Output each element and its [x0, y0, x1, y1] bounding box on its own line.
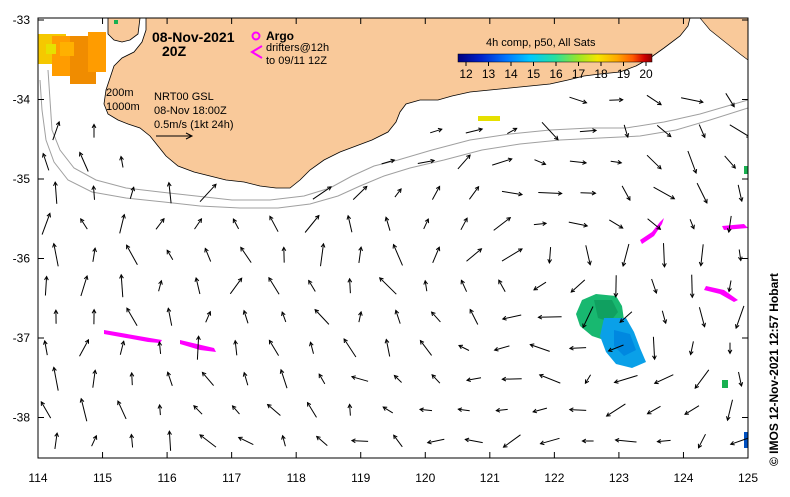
drifters-label: drifters@12h: [266, 42, 329, 54]
x-tick-label: 118: [287, 471, 306, 485]
colorbar-tick-label: 15: [527, 67, 541, 81]
x-tick-label: 123: [609, 471, 629, 485]
colorbar-tick-label: 13: [482, 67, 496, 81]
product-name: NRT00 GSL: [154, 91, 214, 103]
isobath-1000m-label: 1000m: [106, 101, 140, 113]
x-tick-label: 125: [738, 471, 758, 485]
x-tick-label: 124: [673, 471, 693, 485]
x-tick-label: 119: [351, 471, 370, 485]
y-tick-label: -36: [13, 252, 31, 266]
y-axis: -33 -34 -35 -36 -37 -38: [13, 13, 748, 425]
colorbar-tick-label: 14: [504, 67, 518, 81]
y-tick-label: -35: [13, 172, 31, 186]
sst-speck: [744, 166, 748, 174]
colorbar-tick-label: 18: [594, 67, 608, 81]
sst-speck: [722, 380, 728, 388]
argo-label: Argo: [266, 29, 294, 43]
y-tick-label: -34: [13, 93, 31, 107]
date-title: 08-Nov-2021: [152, 29, 235, 45]
colorbar-tick-label: 20: [639, 67, 653, 81]
colorbar-tick-label: 17: [572, 67, 586, 81]
isobath-1000m: [39, 79, 748, 209]
x-tick-label: 122: [544, 471, 564, 485]
time-title: 20Z: [162, 43, 187, 59]
x-tick-label: 117: [222, 471, 241, 485]
land-east: [699, 18, 748, 61]
colorbar-title: 4h comp, p50, All Sats: [486, 37, 596, 49]
x-tick-label: 116: [158, 471, 177, 485]
sst-patch-west: [38, 32, 106, 84]
isobath-200m-label: 200m: [106, 87, 134, 99]
current-vectors: [40, 93, 748, 451]
vector-scale-label: 0.5m/s (1kt 24h): [154, 119, 233, 131]
sst-speck: [478, 116, 500, 121]
y-tick-label: -38: [13, 411, 31, 425]
drifters-to-label: to 09/11 12Z: [266, 55, 327, 67]
vector-scale-arrow: [156, 132, 194, 140]
x-tick-label: 115: [93, 471, 112, 485]
colorbar: [457, 53, 653, 63]
sst-speck: [114, 20, 118, 24]
colorbar-tick-label: 19: [617, 67, 631, 81]
x-tick-label: 121: [480, 471, 500, 485]
argo-icon: [251, 31, 261, 41]
y-tick-label: -33: [13, 13, 31, 27]
sst-speck: [744, 432, 748, 448]
y-tick-label: -37: [13, 331, 31, 345]
x-axis: 114 115 116 117 118 119 120 121 122 123 124 125: [28, 18, 758, 485]
drifter-icon: [250, 45, 263, 59]
colorbar-tick-label: 16: [549, 67, 563, 81]
colorbar-ticks: 12 13 14 15 16 17 18 19 20: [459, 62, 653, 81]
sst-patch-east: [576, 294, 646, 368]
colorbar-tick-label: 12: [459, 67, 473, 81]
plot-frame: [37, 17, 749, 459]
x-tick-label: 114: [28, 471, 47, 485]
product-time: 08-Nov 18:00Z: [154, 105, 227, 117]
credit-text: © IMOS 12-Nov-2021 12:57 Hobart: [767, 273, 781, 466]
x-tick-label: 120: [415, 471, 435, 485]
